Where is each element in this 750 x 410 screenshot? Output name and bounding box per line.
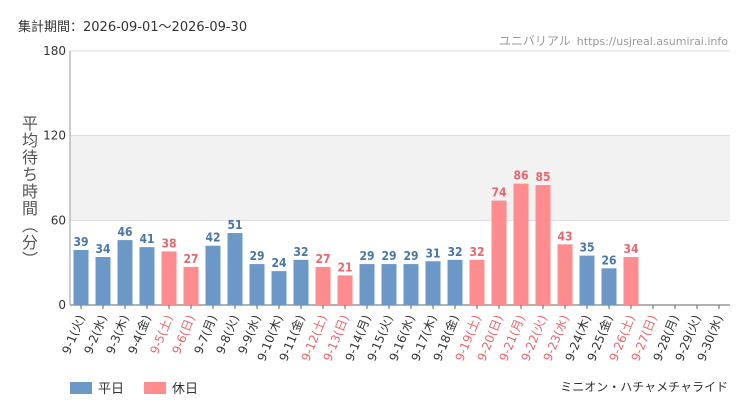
bar xyxy=(535,185,551,305)
bar xyxy=(381,264,397,305)
bar xyxy=(183,266,199,305)
bar xyxy=(447,259,463,305)
bar xyxy=(139,247,155,305)
data-label: 34 xyxy=(623,242,639,256)
data-label: 46 xyxy=(117,225,132,239)
y-tick-label: 0 xyxy=(58,298,66,312)
bar xyxy=(315,266,331,305)
bar xyxy=(271,271,287,305)
data-label: 32 xyxy=(469,245,484,259)
data-label: 29 xyxy=(249,249,264,263)
data-label: 34 xyxy=(95,242,111,256)
bar xyxy=(579,255,595,305)
bar xyxy=(403,264,419,305)
brand-name: ユニバリアル xyxy=(498,34,571,48)
bar xyxy=(73,249,89,305)
bar xyxy=(359,264,375,305)
data-label: 39 xyxy=(73,235,88,249)
bar xyxy=(425,261,441,305)
band-60-120 xyxy=(70,135,730,221)
data-label: 27 xyxy=(315,252,330,266)
data-label: 42 xyxy=(205,231,220,245)
legend-swatch-holiday xyxy=(144,381,167,394)
bar xyxy=(205,245,221,305)
bar xyxy=(227,233,243,305)
bar xyxy=(469,259,485,305)
bar xyxy=(557,244,573,305)
legend-item-holiday[interactable]: 休日 xyxy=(144,378,198,397)
data-label: 24 xyxy=(271,256,287,270)
brand-watermark: ユニバリアル https://usjreal.asumirai.info xyxy=(499,32,728,49)
data-label: 86 xyxy=(513,169,528,183)
legend-label-weekday: 平日 xyxy=(98,382,125,397)
y-tick-label: 60 xyxy=(51,213,66,227)
bar xyxy=(117,240,133,305)
legend-swatch-weekday xyxy=(70,381,92,394)
bar xyxy=(95,257,111,305)
y-tick-label: 120 xyxy=(43,129,66,143)
data-label: 32 xyxy=(447,245,462,259)
legend: 平日 休日 xyxy=(70,378,218,397)
bar xyxy=(513,183,529,305)
data-label: 32 xyxy=(293,245,308,259)
brand-url[interactable]: https://usjreal.asumirai.info xyxy=(576,35,728,48)
data-label: 29 xyxy=(403,249,418,263)
data-label: 29 xyxy=(359,249,374,263)
bar xyxy=(601,268,617,305)
bar xyxy=(491,200,507,305)
bar xyxy=(337,275,353,305)
data-label: 85 xyxy=(535,170,550,184)
y-tick-label: 180 xyxy=(43,44,66,58)
data-label: 21 xyxy=(337,260,352,274)
bar xyxy=(161,251,177,305)
data-label: 43 xyxy=(557,229,572,243)
data-label: 51 xyxy=(227,218,242,232)
bar xyxy=(293,259,309,305)
data-label: 29 xyxy=(381,249,396,263)
bar xyxy=(623,257,639,305)
legend-label-holiday: 休日 xyxy=(172,382,199,397)
data-label: 26 xyxy=(601,253,616,267)
ride-name: ミニオン・ハチャメチャライド xyxy=(560,380,728,394)
data-label: 38 xyxy=(161,236,176,250)
y-axis-label: 平均待ち時間（分） xyxy=(19,115,38,268)
bar xyxy=(249,264,265,305)
data-label: 41 xyxy=(139,232,154,246)
data-label: 74 xyxy=(491,186,507,200)
data-label: 31 xyxy=(425,246,440,260)
period-text: 集計期間：2026-09-01～2026-09-30 xyxy=(18,20,248,35)
data-label: 27 xyxy=(183,252,198,266)
legend-item-weekday[interactable]: 平日 xyxy=(70,378,124,397)
data-label: 35 xyxy=(579,241,594,255)
